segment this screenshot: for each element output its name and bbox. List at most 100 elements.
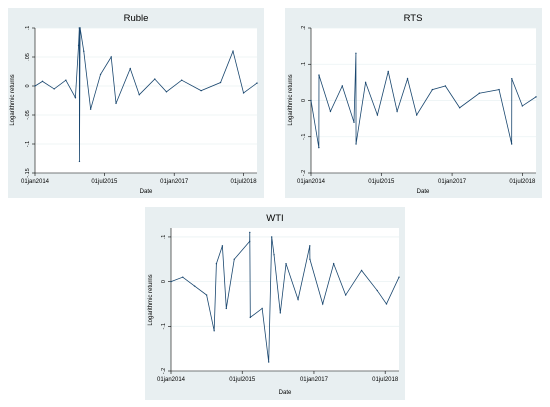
y-axis: .1 0 -.1 -.2 [161, 228, 172, 374]
data-point [221, 245, 224, 247]
y-tick-label: .1 [161, 235, 167, 240]
data-points [34, 27, 258, 163]
y-tick-label: -.1 [301, 134, 307, 140]
data-point [129, 67, 131, 70]
series-line [34, 27, 258, 162]
y-axis-label: Logarithmic returns [148, 274, 154, 325]
y-tick-label: -.05 [25, 110, 31, 119]
data-point [182, 276, 184, 278]
data-point [310, 99, 312, 102]
data-point [364, 81, 367, 84]
data-point [180, 79, 183, 81]
x-tick-label: 01jul2018 [231, 179, 258, 185]
panel-title: RTS [404, 13, 423, 24]
y-tick-label: .1 [25, 26, 31, 31]
y-tick-label: 0 [301, 99, 307, 102]
x-tick-label: 01jan2017 [300, 377, 329, 383]
data-point [322, 303, 324, 305]
x-tick-label: 01jan2014 [21, 179, 50, 185]
data-point [344, 294, 347, 296]
data-point [415, 114, 418, 116]
data-point [154, 78, 156, 80]
data-point [444, 85, 447, 87]
y-tick-label: -.1 [25, 141, 31, 147]
data-point [360, 269, 363, 272]
data-point [225, 307, 227, 310]
x-axis: 01jan2014 01jul2015 01jan2017 01jul2018 [21, 172, 258, 185]
data-point [233, 258, 235, 260]
data-points [310, 52, 537, 149]
data-point [170, 280, 172, 283]
grid [311, 27, 536, 174]
panel-title: Ruble [124, 13, 149, 24]
panel-rts: RTS .2.10-.1-.2 01jan2014 01jul2015 01jan2… [285, 8, 542, 198]
data-point [248, 240, 251, 243]
data-point [110, 56, 112, 58]
x-tick-label: 01jul2015 [229, 377, 256, 383]
data-point [458, 107, 461, 109]
data-point [341, 85, 343, 87]
data-point [53, 88, 55, 90]
plot-area [35, 28, 257, 173]
y-axis-label: Logarithmic returns [288, 74, 294, 125]
x-tick-label: 01jan2017 [438, 179, 467, 185]
data-point [285, 263, 287, 265]
data-point [329, 110, 332, 113]
data-point [376, 114, 379, 116]
panel-title: WTI [266, 213, 283, 224]
data-point [268, 361, 270, 363]
data-point [387, 70, 389, 73]
data-point [332, 263, 335, 265]
data-point [74, 96, 77, 99]
data-point [273, 254, 275, 256]
data-point [249, 231, 251, 234]
data-point [205, 294, 208, 296]
x-axis: 01jan2014 01jul2015 01jan2017 01jul2018 [157, 370, 399, 383]
x-tick-label: 01jul2015 [91, 179, 118, 185]
x-tick-label: 01jul2018 [509, 179, 536, 185]
x-tick-label: 01jan2017 [160, 179, 189, 185]
data-points [170, 231, 400, 363]
data-point [79, 27, 81, 29]
data-point [511, 78, 513, 80]
x-tick-label: 01jan2014 [297, 179, 326, 185]
data-point [78, 160, 81, 163]
data-point [99, 73, 102, 76]
y-tick-label: 0 [161, 280, 167, 283]
data-point [65, 79, 67, 81]
series-line [170, 232, 400, 363]
data-point [355, 143, 357, 145]
data-point [200, 89, 202, 92]
data-point [83, 50, 85, 52]
data-point [89, 108, 92, 110]
y-tick-label: 0 [25, 84, 31, 87]
data-point [297, 298, 299, 301]
data-point [385, 303, 388, 305]
y-tick-label: -.2 [161, 368, 167, 374]
data-point [41, 80, 44, 83]
data-point [498, 88, 500, 91]
data-point [431, 88, 434, 91]
data-point [77, 44, 80, 47]
x-tick-label: 01jul2015 [368, 179, 395, 185]
data-point [215, 263, 218, 265]
data-point [521, 105, 524, 107]
plot-area [171, 228, 399, 371]
x-axis-label: Date [417, 189, 430, 195]
x-axis-label: Date [140, 189, 153, 195]
data-point [165, 91, 168, 93]
data-point [256, 82, 258, 84]
data-point [376, 289, 378, 292]
data-point [219, 81, 222, 84]
data-point [478, 92, 481, 94]
x-tick-label: 01jul2018 [372, 377, 399, 383]
panel-wti: WTI .10-.1-.2 01jan2014 01jul2015 01jan201… [145, 207, 405, 400]
y-axis: .1 .05 0 -.05 -.1 -.15 [25, 26, 36, 178]
data-point [261, 307, 263, 310]
data-point [355, 52, 357, 55]
y-tick-label: -.15 [25, 168, 31, 177]
data-point [138, 94, 140, 96]
data-point [406, 78, 409, 80]
data-point [193, 285, 196, 287]
